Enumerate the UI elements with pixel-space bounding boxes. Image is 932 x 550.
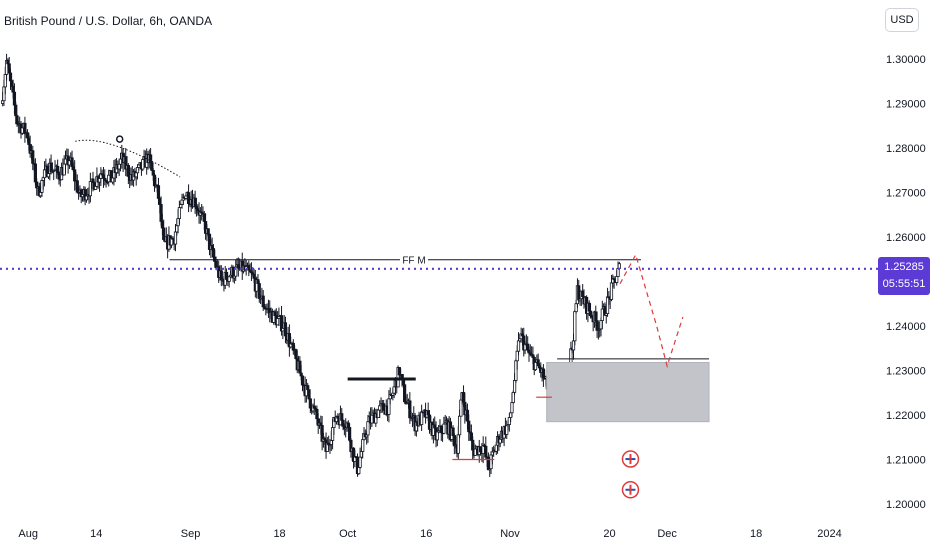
candle-body [307,389,311,400]
drawing-overlays: FF M [0,135,878,499]
projection-path [619,253,684,369]
time-axis[interactable]: Aug 14 Sep 18 Oct 16 Nov 20 Dec 18 2024 [18,528,841,540]
y-tick-label: 1.27000 [886,188,926,200]
x-tick-label: 18 [750,528,762,540]
bar-countdown-label: 05:55:51 [882,278,926,290]
arc-marker-icon [115,135,124,143]
x-tick-label: 18 [273,528,285,540]
candle-body [257,283,261,299]
candle-body [617,263,621,269]
demand-zone [546,361,710,423]
x-tick-label: 2024 [817,528,841,540]
currency-button[interactable]: USD [885,8,919,32]
x-tick-label: Aug [18,528,38,540]
y-tick-label: 1.20000 [886,499,926,511]
candle-body [382,403,386,411]
candle-body [300,375,305,386]
candle-body [510,402,514,414]
candle-body [484,445,488,458]
current-price-label: 1.25285 [884,261,924,273]
symbol-title[interactable]: British Pound / U.S. Dollar, 6h, OANDA [4,14,213,28]
uk-flag-icon [621,450,640,468]
candlestick-series [1,53,621,478]
us-flag-icon [621,481,640,499]
y-tick-label: 1.29000 [886,99,926,111]
dotted-arc [75,139,181,178]
candle-body [573,311,577,342]
y-tick-label: 1.22000 [886,410,926,422]
x-tick-label: Oct [339,528,356,540]
y-tick-label: 1.26000 [886,232,926,244]
x-tick-label: 20 [603,528,615,540]
candle-body [306,385,310,391]
ffm-label: FF M [402,256,425,267]
y-tick-label: 1.21000 [886,455,926,467]
candle-body [206,228,210,235]
y-tick-label: 1.30000 [886,54,926,66]
candle-body [224,271,229,280]
y-tick-label: 1.23000 [886,366,926,378]
candle-body [358,456,362,468]
x-tick-label: Dec [657,528,677,540]
candle-body [14,104,18,117]
candle-body [442,423,446,434]
x-tick-label: Sep [181,528,201,540]
x-tick-label: 14 [90,528,102,540]
x-tick-label: Nov [500,528,520,540]
price-axis[interactable]: 1.30000 1.29000 1.28000 1.27000 1.26000 1.240… [886,54,926,511]
candle-body [615,276,619,283]
candle-body [366,421,370,436]
candle-body [177,207,182,219]
candle-body [361,439,365,452]
candle-body [149,154,153,163]
y-tick-label: 1.24000 [886,321,926,333]
candle-body [458,415,462,436]
current-price-badge: 1.25285 05:55:51 [878,257,930,295]
candle-body [162,227,166,240]
x-tick-label: 16 [420,528,432,540]
y-tick-label: 1.28000 [886,143,926,155]
candle-body [156,185,161,199]
